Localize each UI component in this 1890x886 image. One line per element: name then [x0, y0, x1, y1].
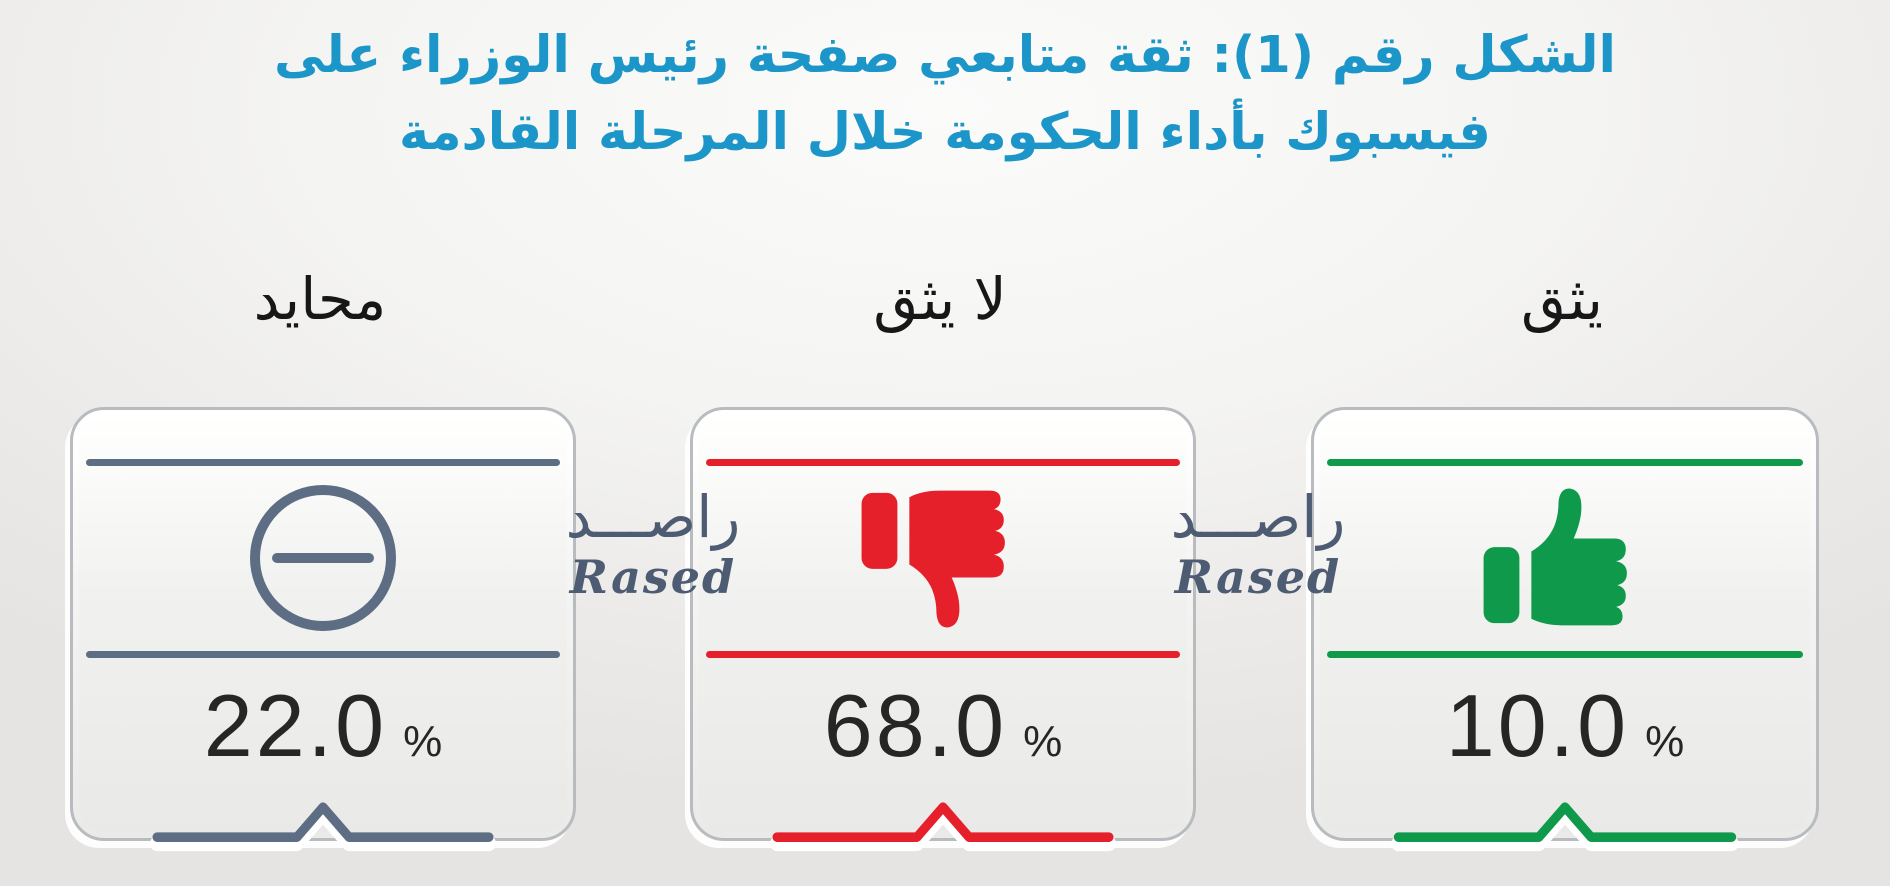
neutral-minus-icon: [73, 472, 573, 644]
rased-latin-wordmark: Rased: [1174, 550, 1342, 604]
card-no-trust-mid-rule: [706, 651, 1180, 658]
card-neutral-bottom-pointer: [150, 802, 496, 852]
rased-arabic-wordmark: راصـــد: [1170, 483, 1346, 551]
card-no-trust-top-rule: [706, 459, 1180, 466]
neutral-percentage: 22.0: [203, 676, 388, 775]
figure-title: الشكل رقم (1): ثقة متابعي صفحة رئيس الوز…: [273, 26, 1617, 162]
card-trust-top-rule: [1327, 459, 1803, 466]
label-no-trust: لا يثق: [873, 265, 1007, 333]
rased-latin-wordmark: Rased: [569, 550, 737, 604]
no-trust-value: 68.0 %: [693, 682, 1193, 770]
rased-watermark: راصـــد Rased: [483, 488, 823, 600]
card-neutral: 22.0 %: [70, 407, 576, 852]
card-trust-mid-rule: [1327, 651, 1803, 658]
thumbs-down-icon: [693, 472, 1193, 644]
rased-arabic-wordmark: راصـــد: [565, 483, 741, 551]
card-neutral-top-rule: [86, 459, 560, 466]
percent-sign: %: [403, 717, 443, 766]
neutral-value: 22.0 %: [73, 682, 573, 770]
card-no-trust: 68.0 %: [690, 407, 1196, 852]
label-trust: يثق: [1520, 265, 1603, 333]
percent-sign: %: [1645, 717, 1685, 766]
trust-percentage: 10.0: [1445, 676, 1630, 775]
thumbs-up-icon: [1314, 472, 1816, 644]
trust-value: 10.0 %: [1314, 682, 1816, 770]
rased-watermark: راصـــد Rased: [1088, 488, 1428, 600]
card-trust-bottom-pointer: [1391, 802, 1739, 852]
percent-sign: %: [1023, 717, 1063, 766]
no-trust-percentage: 68.0: [823, 676, 1008, 775]
card-neutral-mid-rule: [86, 651, 560, 658]
card-trust: 10.0 %: [1311, 407, 1819, 852]
label-neutral: محايد: [253, 265, 387, 333]
card-no-trust-bottom-pointer: [770, 802, 1116, 852]
